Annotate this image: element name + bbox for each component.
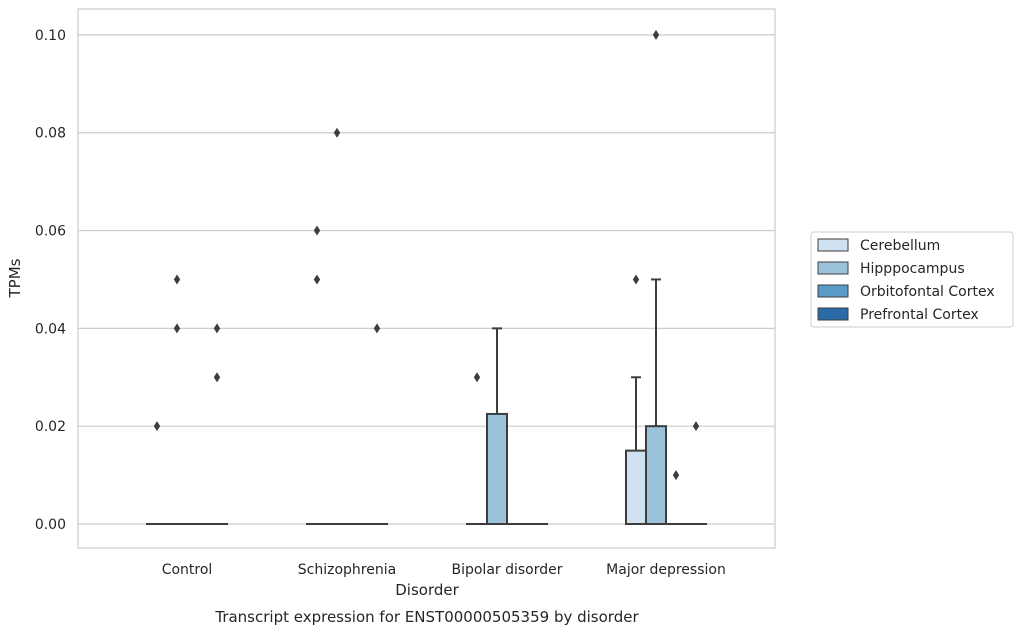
outlier-point (652, 29, 660, 40)
x-tick-labels: Control Schizophrenia Bipolar disorder Majo… (162, 562, 726, 578)
outlier-point (313, 225, 321, 236)
x-tick-label: Control (162, 562, 213, 578)
legend-swatch (817, 238, 849, 252)
grid-lines (78, 34, 775, 525)
x-tick-label: Schizophrenia (298, 562, 396, 578)
box-cerebellum (625, 376, 647, 526)
y-tick-labels: 0.00 0.02 0.04 0.06 0.08 0.10 (35, 28, 66, 533)
legend: Cerebellum Hipppocampus Orbitofontal Corte… (810, 231, 1014, 328)
box-hipppocampus (486, 327, 508, 526)
outlier-point (473, 372, 481, 383)
outlier-points (153, 29, 700, 481)
legend-label: Orbitofontal Cortex (860, 284, 995, 300)
y-tick-label: 0.00 (35, 517, 66, 533)
outlier-point (153, 421, 161, 432)
box-rect (486, 412, 508, 526)
legend-label: Cerebellum (860, 238, 940, 254)
chart-caption: Transcript expression for ENST0000050535… (214, 608, 639, 626)
legend-items: Cerebellum Hipppocampus Orbitofontal Corte… (817, 238, 995, 323)
x-axis-title: Disorder (395, 581, 459, 599)
legend-label: Prefrontal Cortex (860, 307, 979, 323)
legend-label: Hipppocampus (860, 261, 965, 277)
plot-frame (77, 8, 776, 549)
box-rect (625, 449, 647, 526)
outlier-point (213, 323, 221, 334)
y-tick-label: 0.04 (35, 321, 66, 337)
x-tick-label: Bipolar disorder (451, 562, 562, 578)
box-rect (645, 425, 667, 525)
y-axis-title: TPMs (6, 258, 24, 298)
outlier-point (173, 323, 181, 334)
x-tick-label: Major depression (606, 562, 726, 578)
legend-frame (810, 231, 1014, 328)
outlier-point (672, 470, 680, 481)
outlier-point (692, 421, 700, 432)
legend-swatch (817, 261, 849, 275)
outlier-point (313, 274, 321, 285)
y-tick-label: 0.10 (35, 28, 66, 44)
outlier-point (333, 127, 341, 138)
outlier-point (213, 372, 221, 383)
outlier-point (373, 323, 381, 334)
y-tick-label: 0.02 (35, 419, 66, 435)
y-tick-label: 0.06 (35, 224, 66, 240)
outlier-point (632, 274, 640, 285)
legend-swatch (817, 284, 849, 298)
box-series (146, 278, 707, 526)
y-tick-label: 0.08 (35, 126, 66, 142)
legend-swatch (817, 307, 849, 321)
outlier-point (173, 274, 181, 285)
box-hipppocampus (645, 278, 667, 525)
